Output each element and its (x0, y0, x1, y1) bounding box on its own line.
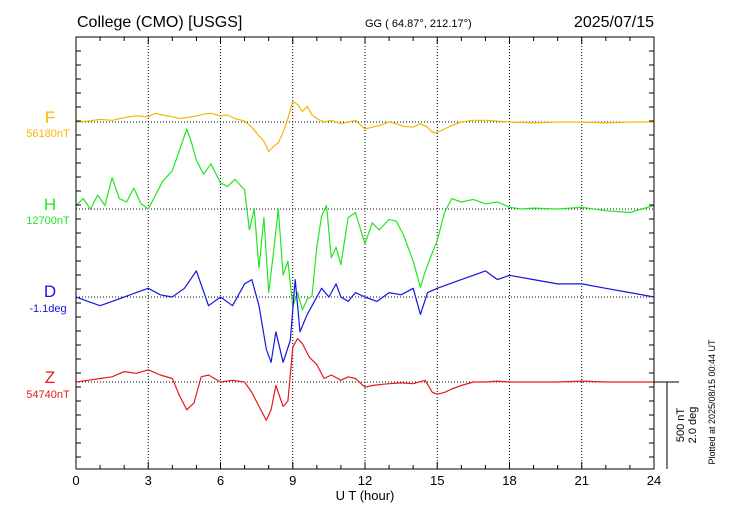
x-tick-label: 9 (289, 473, 296, 488)
x-tick-label: 15 (430, 473, 444, 488)
series-name-h: H (44, 195, 56, 214)
x-tick-label: 18 (502, 473, 516, 488)
date-label: 2025/07/15 (574, 14, 654, 31)
x-tick-label: 3 (145, 473, 152, 488)
trace-d (75, 270, 655, 363)
series-name-f: F (45, 108, 55, 127)
station-title: College (CMO) [USGS] (77, 14, 242, 31)
trace-h (75, 128, 655, 311)
trace-f (75, 100, 654, 153)
trace-group (75, 100, 655, 421)
baseline-label-z: 54740nT (26, 389, 70, 401)
baseline-label-h: 12700nT (26, 215, 70, 227)
series-name-z: Z (45, 368, 55, 387)
trace-z (75, 337, 654, 421)
x-tick-label: 6 (217, 473, 224, 488)
series-name-d: D (44, 282, 56, 301)
baseline-label-d: -1.1deg (29, 303, 66, 315)
x-axis-label: U T (hour) (336, 488, 395, 503)
x-tick-label: 24 (647, 473, 661, 488)
baseline-label-f: 56180nT (26, 128, 70, 140)
scale-deg-label: 2.0 deg (687, 407, 699, 444)
x-tick-label: 21 (575, 473, 589, 488)
x-tick-label: 12 (358, 473, 372, 488)
x-tick-label: 0 (72, 473, 79, 488)
x-tick-labels: 0 3 6 9 12 15 18 21 24 (72, 473, 661, 488)
geographic-coords: GG ( 64.87°, 212.17°) (365, 18, 472, 30)
plotted-timestamp: Plotted at 2025/08/15 00:44 UT (707, 339, 717, 465)
scale-nt-label: 500 nT (675, 408, 687, 443)
axis-ticks (75, 37, 655, 469)
